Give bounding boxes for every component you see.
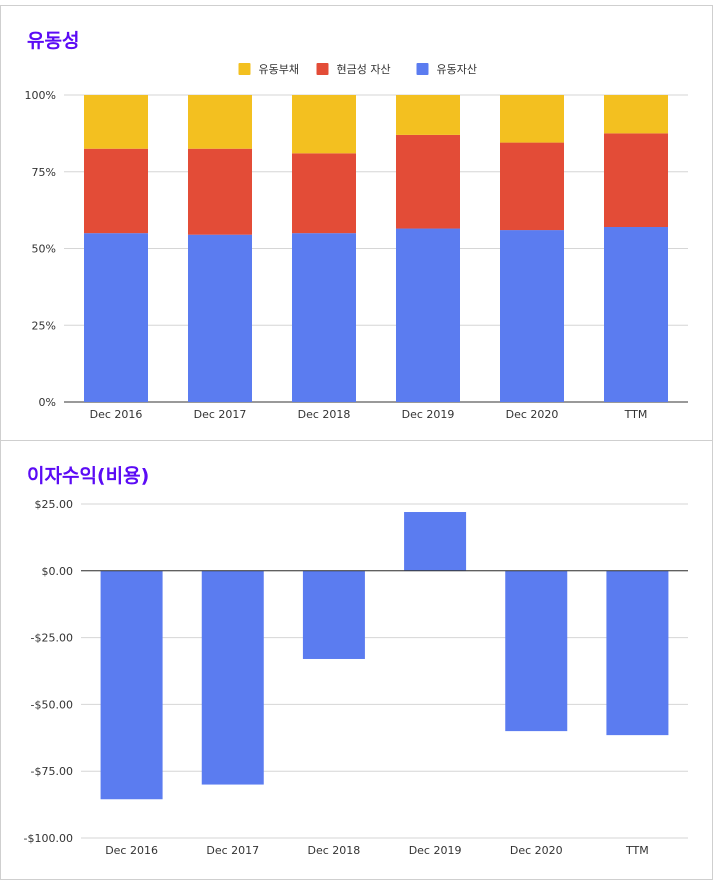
interest-chart-panel: 이자수익(비용) -$100.00 -$75.00 -$50.00 -$25.00 $0… <box>0 440 713 880</box>
y-tick-label: $25.00 <box>35 498 74 511</box>
x-tick-label: TTM <box>624 408 648 421</box>
bar-dec-2020-seg0 <box>500 230 564 402</box>
bar-dec-2018 <box>302 570 365 659</box>
y-tick-label: $0.00 <box>42 565 74 578</box>
bar-dec-2016-seg1 <box>84 148 148 234</box>
bar-dec-2019-seg2 <box>396 95 460 135</box>
liquidity-chart-title: 유동성 <box>27 30 80 52</box>
bar-dec-2020-seg1 <box>500 142 564 231</box>
bar-ttm <box>606 570 669 736</box>
y-tick-label: 25% <box>32 319 56 332</box>
legend-swatch <box>416 63 429 75</box>
x-tick-label: Dec 2020 <box>510 844 563 857</box>
liquidity-chart: 0% 25% 50% 75% 100% Dec 2016 Dec 2017 Dec 2018 D… <box>25 63 688 421</box>
bar-dec-2019 <box>404 512 467 571</box>
bar-dec-2018-seg0 <box>292 233 356 402</box>
x-tick-label: Dec 2020 <box>506 408 559 421</box>
bar-dec-2017-seg2 <box>188 95 252 149</box>
bar-dec-2017-seg1 <box>188 148 252 235</box>
bar-ttm-seg0 <box>604 227 668 402</box>
x-tick-label: Dec 2017 <box>194 408 247 421</box>
y-tick-label: 50% <box>32 243 56 256</box>
y-tick-label: 100% <box>25 89 56 102</box>
y-tick-label: -$25.00 <box>31 632 73 645</box>
x-tick-label: Dec 2016 <box>90 408 143 421</box>
bar-dec-2016-seg2 <box>84 95 148 149</box>
x-tick-label: Dec 2019 <box>409 844 462 857</box>
interest-chart: -$100.00 -$75.00 -$50.00 -$25.00 $0.00 $25.00… <box>24 498 688 857</box>
x-tick-label: Dec 2016 <box>105 844 158 857</box>
interest-chart-title: 이자수익(비용) <box>27 465 150 487</box>
bar-ttm-seg1 <box>604 133 668 228</box>
y-tick-label: -$50.00 <box>31 698 73 711</box>
y-tick-label: -$100.00 <box>24 832 73 845</box>
legend-label: 유동부채 <box>259 63 299 76</box>
legend-label: 유동자산 <box>437 63 477 76</box>
legend-swatch <box>238 63 251 75</box>
bar-dec-2017 <box>201 570 264 785</box>
bar-dec-2016-seg0 <box>84 233 148 402</box>
bar-dec-2018-seg2 <box>292 95 356 154</box>
bar-dec-2018-seg1 <box>292 153 356 234</box>
x-tick-label: Dec 2017 <box>206 844 259 857</box>
bar-dec-2020 <box>505 570 568 732</box>
bar-dec-2016 <box>100 570 163 800</box>
x-tick-label: Dec 2018 <box>308 844 361 857</box>
bar-dec-2020-seg2 <box>500 95 564 143</box>
x-tick-label: TTM <box>625 844 649 857</box>
bar-dec-2019-seg1 <box>396 134 460 229</box>
y-tick-label: 75% <box>32 166 56 179</box>
bar-dec-2019-seg0 <box>396 228 460 402</box>
y-tick-label: 0% <box>39 396 56 409</box>
bar-ttm-seg2 <box>604 95 668 134</box>
x-tick-label: Dec 2019 <box>402 408 455 421</box>
legend-swatch <box>316 63 329 75</box>
x-tick-label: Dec 2018 <box>298 408 351 421</box>
liquidity-chart-panel: 유동성 0% 25% 50% 75% 100% Dec 2016 Dec 2017 Dec 2… <box>0 5 713 441</box>
y-tick-label: -$75.00 <box>31 765 73 778</box>
bar-dec-2017-seg0 <box>188 234 252 402</box>
legend-label: 현금성 자산 <box>337 63 391 76</box>
